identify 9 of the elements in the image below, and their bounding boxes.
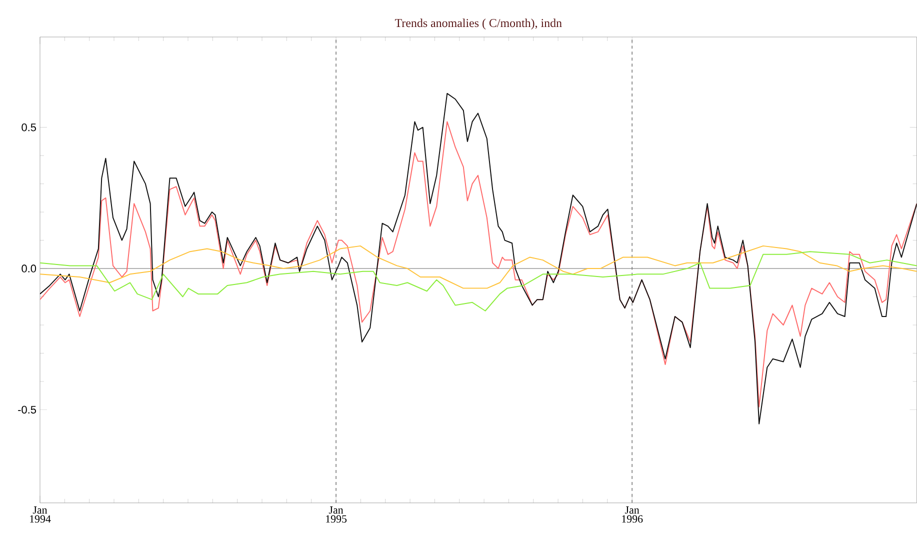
- y-tick-label: -0.5: [18, 406, 36, 414]
- y-tick-label: 0.0: [22, 264, 36, 272]
- y-tick-label: 0.5: [22, 124, 36, 132]
- line-series: [40, 246, 917, 289]
- chart-title: Trends anomalies ( C/month), indn: [395, 18, 562, 30]
- x-tick-label: Jan 1996: [622, 506, 643, 523]
- line-series: [40, 251, 917, 312]
- x-tick-label: Jan 1995: [326, 506, 347, 523]
- x-tick-label: Jan 1994: [30, 506, 51, 523]
